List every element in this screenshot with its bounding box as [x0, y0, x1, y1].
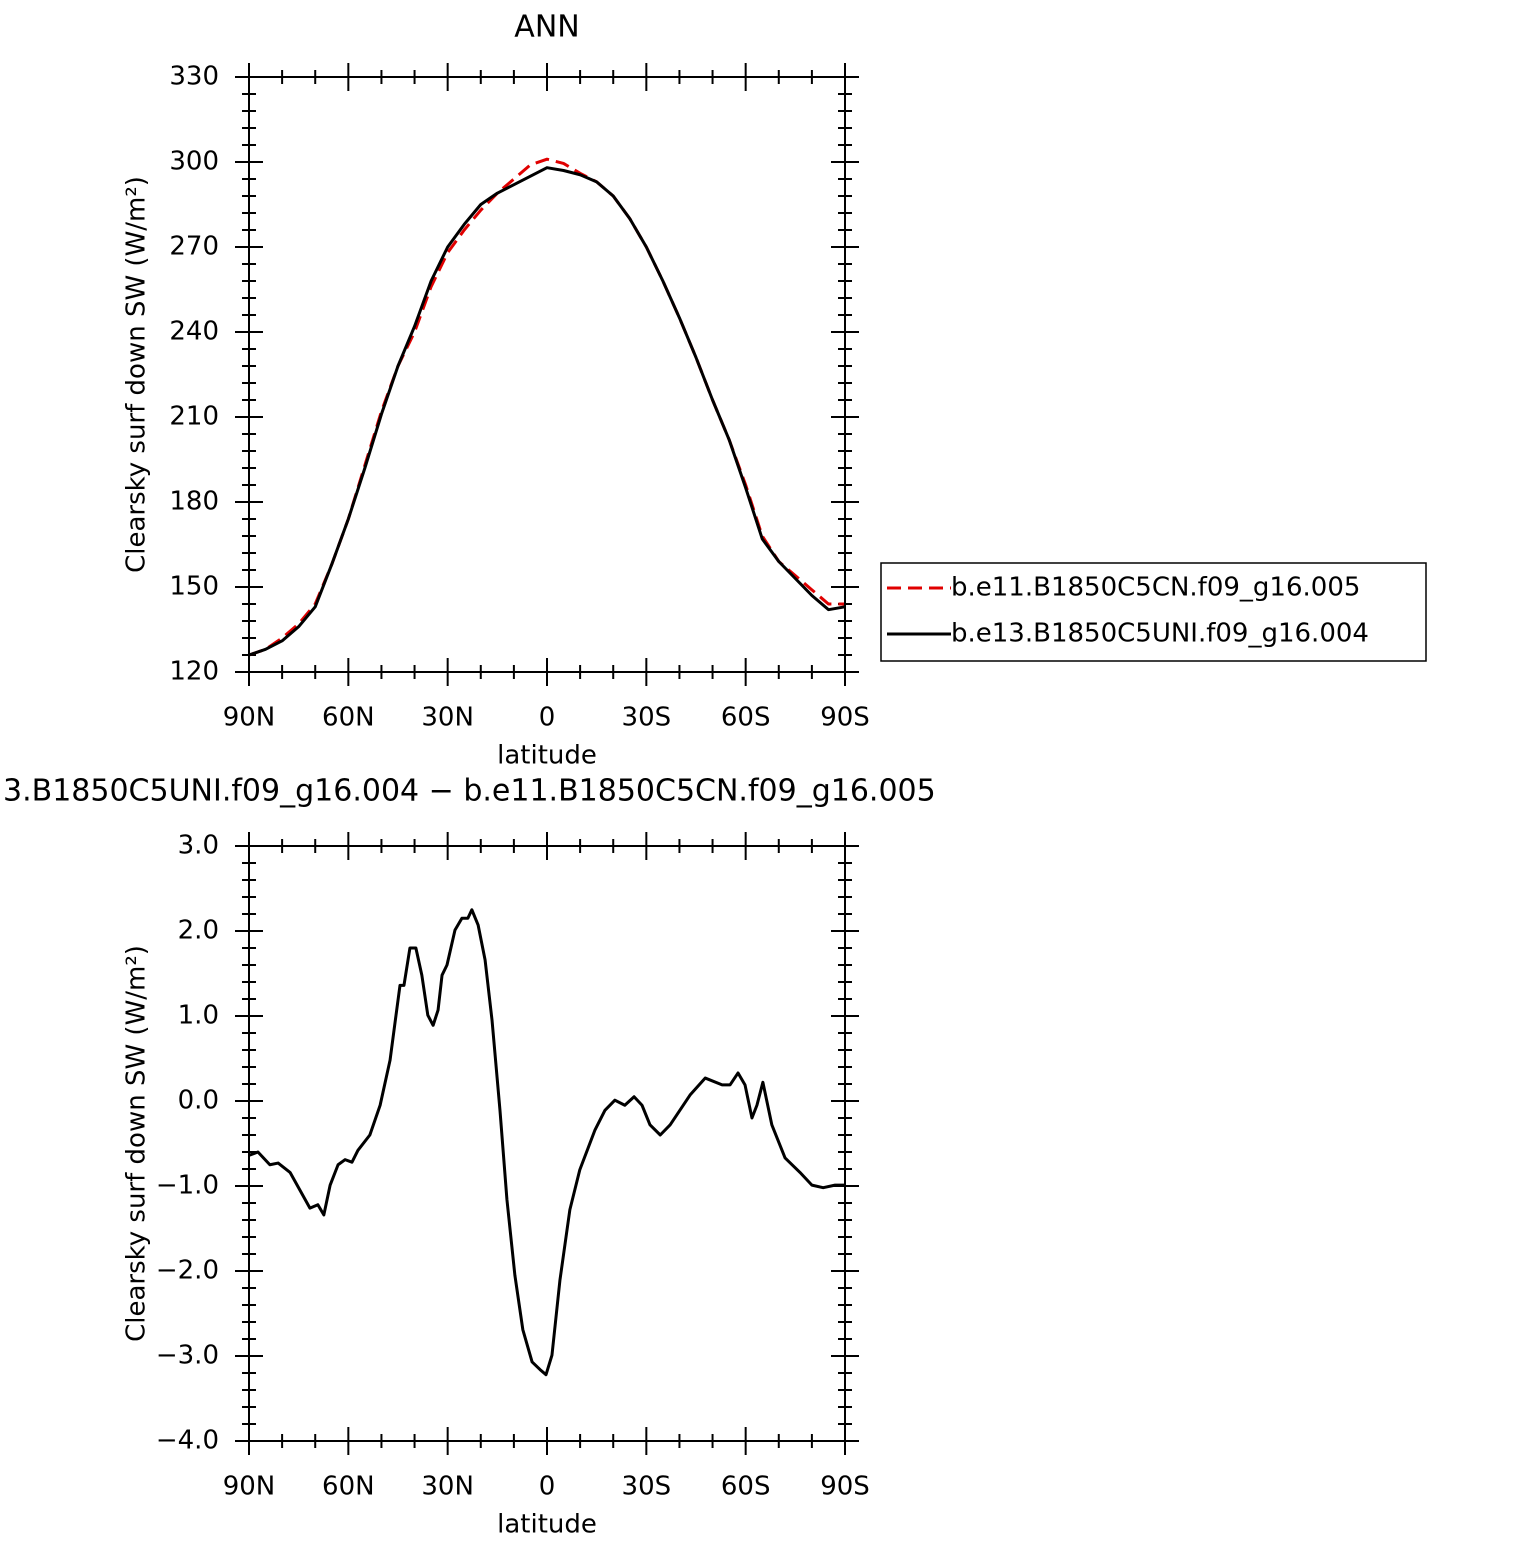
y-tick-label: −3.0 — [156, 1341, 219, 1371]
data-line — [248, 157, 845, 657]
y-tick-label: 330 — [169, 62, 219, 92]
y-tick-label: 0.0 — [178, 1086, 219, 1116]
y-tick-label: 1.0 — [178, 1001, 219, 1031]
data-line — [248, 908, 845, 1377]
y-axis-label: Clearsky surf down SW (W/m²) — [122, 945, 152, 1342]
x-tick-label: 30S — [622, 703, 672, 733]
y-tick-label: 210 — [169, 402, 219, 432]
legend-label: b.e13.B1850C5UNI.f09_g16.004 — [951, 619, 1369, 649]
y-tick-label: 120 — [169, 657, 219, 687]
x-tick-label: 60N — [322, 1472, 375, 1502]
x-tick-label: 30S — [622, 1472, 672, 1502]
y-tick-label: 270 — [169, 232, 219, 262]
x-tick-label: 90S — [820, 1472, 870, 1502]
y-tick-label: 2.0 — [178, 916, 219, 946]
y-tick-label: −1.0 — [156, 1171, 219, 1201]
legend-box — [880, 562, 1427, 662]
x-tick-label: 60N — [322, 703, 375, 733]
y-tick-label: 300 — [169, 147, 219, 177]
x-tick-label: 90N — [223, 703, 276, 733]
plot-frame — [248, 76, 846, 673]
x-tick-label: 60S — [721, 1472, 771, 1502]
x-tick-label: 90S — [820, 703, 870, 733]
data-line — [248, 166, 846, 657]
x-tick-label: 30N — [421, 703, 474, 733]
chart-title: ANN — [514, 10, 579, 45]
y-tick-label: −2.0 — [156, 1256, 219, 1286]
y-axis-label: Clearsky surf down SW (W/m²) — [122, 176, 152, 573]
x-axis-label: latitude — [497, 741, 597, 771]
y-tick-label: 180 — [169, 487, 219, 517]
x-axis-label: latitude — [497, 1510, 597, 1540]
x-tick-label: 30N — [421, 1472, 474, 1502]
x-tick-label: 0 — [539, 703, 556, 733]
plot-frame — [248, 845, 846, 1442]
y-tick-label: 3.0 — [178, 831, 219, 861]
y-tick-label: 150 — [169, 572, 219, 602]
chart-title: 3.B1850C5UNI.f09_g16.004 − b.e11.B1850C5… — [3, 774, 936, 809]
x-tick-label: 60S — [721, 703, 771, 733]
y-tick-label: −4.0 — [156, 1426, 219, 1456]
x-tick-label: 0 — [539, 1472, 556, 1502]
legend-label: b.e11.B1850C5CN.f09_g16.005 — [951, 573, 1360, 603]
y-tick-label: 240 — [169, 317, 219, 347]
x-tick-label: 90N — [223, 1472, 276, 1502]
